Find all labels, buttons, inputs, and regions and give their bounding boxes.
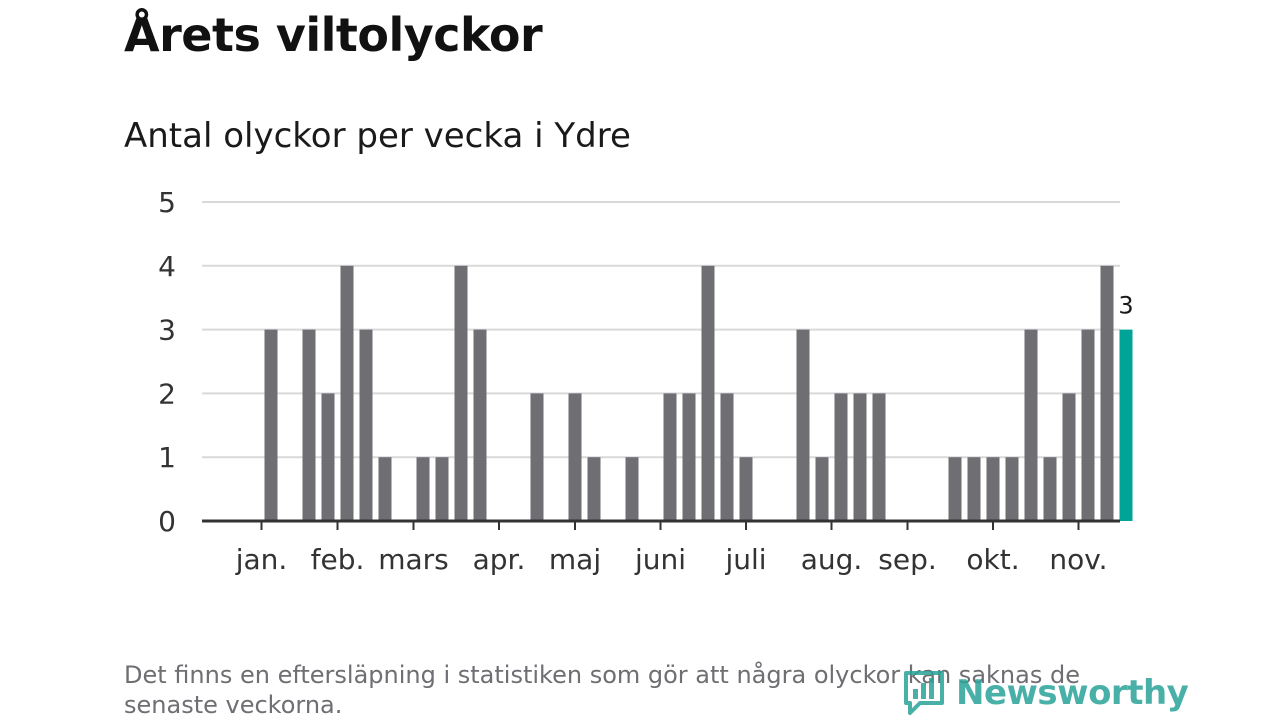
bar — [1100, 265, 1114, 521]
x-axis-ticks: jan. feb. mars apr. maj juni juli aug. sep. okt. n… — [235, 521, 1108, 576]
bar — [416, 457, 430, 521]
x-tick-label-sep: sep. — [878, 543, 937, 576]
bar — [359, 329, 373, 521]
brand-name: Newsworthy — [956, 673, 1189, 713]
bar — [587, 457, 601, 521]
x-tick-label-okt: okt. — [966, 543, 1019, 576]
y-tick-label-5: 5 — [158, 186, 176, 219]
bar — [454, 265, 468, 521]
bar — [1005, 457, 1019, 521]
x-tick-label-apr: apr. — [473, 543, 526, 576]
x-tick-label-mars: mars — [378, 543, 449, 576]
y-tick-label-0: 0 — [158, 505, 176, 538]
bar — [796, 329, 810, 521]
bar — [473, 329, 487, 521]
newsworthy-logo: Newsworthy — [902, 668, 1189, 718]
bars — [264, 265, 1133, 521]
bar — [321, 393, 335, 521]
bar — [340, 265, 354, 521]
bar — [1081, 329, 1095, 521]
bar — [986, 457, 1000, 521]
bar — [663, 393, 677, 521]
bar — [530, 393, 544, 521]
bar-chart: 0 1 2 3 4 5 jan. feb. mars apr. maj juni juli aug. se… — [158, 186, 1133, 576]
gridlines — [202, 201, 1120, 459]
bar — [625, 457, 639, 521]
x-tick-label-aug: aug. — [801, 543, 863, 576]
x-tick-label-jan: jan. — [235, 543, 288, 576]
chart-title: Årets viltolyckor — [124, 8, 543, 62]
x-tick-label-juli: juli — [724, 543, 766, 576]
bar — [872, 393, 886, 521]
x-tick-label-juni: juni — [634, 543, 686, 576]
bar — [720, 393, 734, 521]
x-tick-label-maj: maj — [549, 543, 601, 576]
bar — [967, 457, 981, 521]
bar — [1024, 329, 1038, 521]
bar — [1043, 457, 1057, 521]
y-axis-ticks: 0 1 2 3 4 5 — [158, 186, 176, 538]
bar — [264, 329, 278, 521]
data-labels: 3 — [1118, 292, 1133, 320]
y-tick-label-1: 1 — [158, 441, 176, 474]
highlight-value-label: 3 — [1118, 292, 1133, 320]
bar — [435, 457, 449, 521]
bar — [739, 457, 753, 521]
chart-logo-icon — [904, 671, 944, 715]
bar-highlighted — [1119, 329, 1133, 521]
bar — [682, 393, 696, 521]
y-tick-label-2: 2 — [158, 377, 176, 410]
bar — [701, 265, 715, 521]
y-tick-label-4: 4 — [158, 250, 176, 283]
bar — [378, 457, 392, 521]
bar — [948, 457, 962, 521]
bar — [1062, 393, 1076, 521]
bar — [302, 329, 316, 521]
x-tick-label-feb: feb. — [311, 543, 365, 576]
bar — [568, 393, 582, 521]
chart-subtitle: Antal olyckor per vecka i Ydre — [124, 116, 631, 156]
bar — [815, 457, 829, 521]
y-tick-label-3: 3 — [158, 314, 176, 347]
x-tick-label-nov: nov. — [1049, 543, 1107, 576]
bar — [853, 393, 867, 521]
bar — [834, 393, 848, 521]
